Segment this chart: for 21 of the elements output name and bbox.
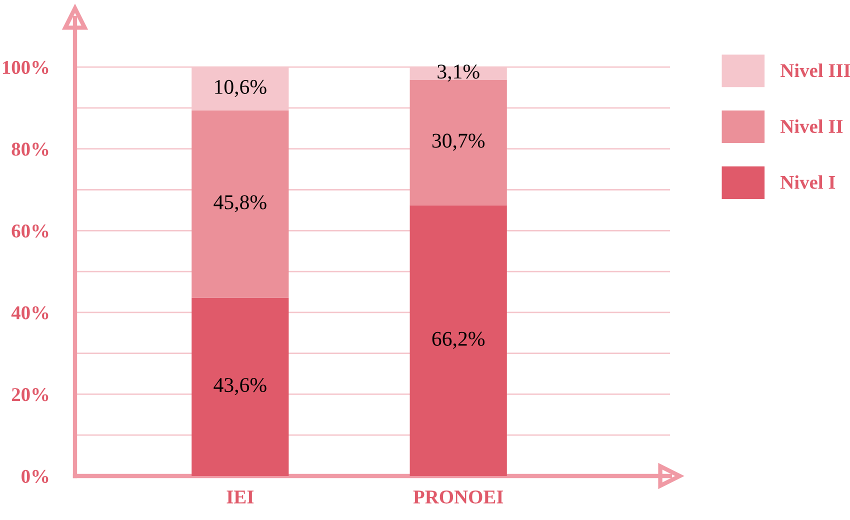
legend-label: Nivel III bbox=[780, 63, 850, 78]
y-tick-label: 100% bbox=[2, 60, 48, 74]
legend-label: Nivel II bbox=[780, 119, 843, 134]
y-tick-label: 40% bbox=[11, 306, 48, 320]
data-label: 10,6% bbox=[215, 80, 266, 97]
y-tick-label: 60% bbox=[12, 224, 48, 238]
y-tick-label: 0% bbox=[22, 470, 48, 483]
data-label: 43,6% bbox=[214, 378, 266, 396]
y-tick-label: 80% bbox=[12, 142, 48, 156]
data-label: 30,7% bbox=[432, 134, 485, 151]
bar bbox=[410, 80, 507, 206]
y-tick-label: 20% bbox=[12, 388, 48, 402]
x-tick-label: PRONOEI bbox=[413, 490, 504, 504]
bar bbox=[192, 110, 289, 298]
data-label: 45,8% bbox=[214, 195, 266, 212]
x-tick-label: IEI bbox=[226, 490, 254, 504]
bar bbox=[192, 298, 289, 476]
legend-label: Nivel I bbox=[780, 175, 836, 189]
data-label: 66,2% bbox=[432, 332, 485, 349]
data-label: 3,1% bbox=[438, 64, 480, 82]
bar bbox=[410, 205, 507, 476]
